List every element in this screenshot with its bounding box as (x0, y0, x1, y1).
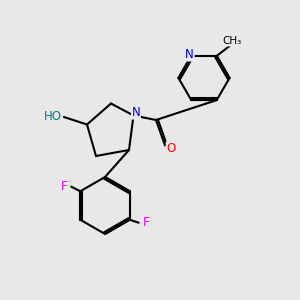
Text: F: F (61, 180, 67, 193)
Text: O: O (167, 142, 176, 155)
Text: N: N (185, 48, 194, 61)
Text: N: N (131, 106, 140, 119)
Text: CH₃: CH₃ (222, 36, 242, 46)
Text: HO: HO (44, 110, 62, 124)
Text: F: F (143, 216, 149, 229)
